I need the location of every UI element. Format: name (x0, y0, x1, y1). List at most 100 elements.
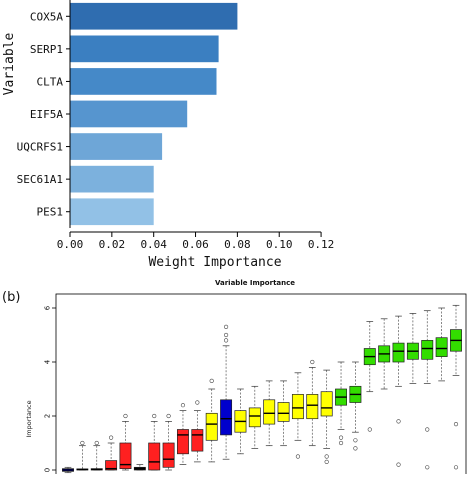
outlier-point (396, 419, 401, 424)
bar-cox5a (70, 2, 238, 30)
box-iqr (306, 394, 319, 420)
box-1 (62, 466, 74, 474)
box-iqr (435, 337, 448, 357)
panel-a-x-ticks: 0.00 0.02 0.04 0.06 0.08 0.10 0.12 (57, 232, 335, 251)
box-17 (291, 372, 304, 459)
panel-b-y-ticks: 0 2 4 6 (44, 305, 56, 472)
outlier-point (324, 454, 329, 459)
box-iqr (277, 402, 290, 422)
x-tick-label: 0.04 (140, 238, 167, 251)
outlier-point (209, 378, 214, 384)
x-tick-label: 0.00 (57, 238, 84, 251)
bar-uqcrfs1 (70, 133, 163, 160)
box-iqr (248, 407, 261, 428)
panel-b-plot-frame (55, 293, 467, 479)
outlier-point (353, 438, 358, 443)
x-tick-label: 0.02 (99, 238, 126, 251)
outlier-point (310, 359, 315, 365)
outlier-point (425, 465, 430, 470)
outlier-point (195, 400, 200, 405)
box-7 (148, 413, 161, 471)
outlier-point (353, 446, 358, 451)
box-22 (363, 321, 376, 432)
box-iqr (291, 394, 304, 420)
box-8 (162, 413, 175, 471)
box-11 (205, 378, 218, 463)
outlier-point (396, 462, 401, 467)
outlier-point (338, 440, 344, 446)
bar-pes1 (70, 198, 154, 226)
outlier-point (367, 427, 372, 432)
bar-eif5a (70, 100, 188, 128)
outlier-point (94, 440, 99, 446)
outlier-point (109, 435, 114, 440)
box-28 (450, 304, 462, 470)
box-5 (119, 413, 132, 471)
box-26 (421, 310, 434, 470)
box-18 (306, 359, 319, 447)
box-iqr (263, 399, 276, 425)
outlier-point (223, 332, 229, 338)
category-label: CLTA (37, 75, 64, 88)
box-20 (335, 361, 347, 446)
x-tick-label: 0.08 (224, 238, 251, 251)
box-24 (392, 315, 405, 467)
panel-a-bars (70, 2, 238, 226)
outlier-point (80, 440, 85, 446)
box-3 (90, 440, 103, 471)
category-label: EIF5A (30, 108, 63, 121)
outlier-point (425, 427, 430, 432)
y-tick-label: 6 (44, 305, 52, 310)
box-21 (349, 361, 362, 451)
panel-b-title: Variable Importance (215, 279, 295, 287)
x-tick-label: 0.10 (266, 238, 293, 251)
outlier-point (295, 454, 301, 459)
outlier-point (123, 413, 128, 419)
outlier-point (223, 338, 229, 343)
outlier-point (453, 465, 459, 470)
box-23 (378, 318, 391, 390)
box-27 (435, 307, 448, 382)
outlier-point (223, 324, 229, 330)
bar-clta (70, 68, 217, 95)
y-tick-label: 4 (44, 359, 52, 364)
box-iqr (105, 460, 118, 471)
panel-b-label: (b) (2, 290, 20, 305)
category-label: COX5A (30, 10, 63, 23)
outlier-point (166, 413, 171, 419)
panel-a-category-labels: COX5A SERP1 CLTA EIF5A UQCRFS1 SEC61A1 PES1 (17, 10, 70, 219)
panel-b-y-axis-label: Importance (25, 400, 33, 437)
box-iqr (119, 442, 132, 469)
box-iqr (205, 412, 218, 441)
panel-a-x-axis-label: Weight Importance (148, 255, 281, 270)
panel-a-y-axis-label: Variable (2, 33, 17, 96)
box-6 (133, 464, 146, 471)
panel-b-box-plot: (b) Variable Importance 0 2 4 6 Importance (2, 279, 467, 479)
category-label: UQCRFS1 (17, 141, 63, 154)
bar-serp1 (70, 35, 219, 63)
box-iqr (220, 399, 233, 436)
panel-a-bar-chart: COX5A SERP1 CLTA EIF5A UQCRFS1 SEC61A1 PES1 0.… (2, 0, 334, 270)
box-13 (234, 388, 247, 455)
box-16 (277, 380, 290, 447)
box-9 (177, 403, 189, 465)
category-label: SEC61A1 (17, 173, 63, 186)
box-2 (76, 440, 89, 471)
panel-b-boxes (62, 304, 462, 474)
y-tick-label: 0 (44, 468, 52, 472)
outlier-point (338, 435, 344, 440)
x-tick-label: 0.12 (308, 238, 335, 251)
x-tick-label: 0.06 (182, 238, 209, 251)
box-iqr (162, 442, 175, 468)
outlier-point (453, 422, 459, 427)
bar-sec61a1 (70, 165, 154, 193)
box-25 (406, 313, 419, 384)
box-iqr (421, 340, 434, 360)
box-iqr (148, 442, 161, 471)
box-iqr (392, 342, 405, 363)
outlier-point (180, 403, 186, 408)
box-4 (105, 435, 118, 471)
box-iqr (191, 429, 204, 452)
